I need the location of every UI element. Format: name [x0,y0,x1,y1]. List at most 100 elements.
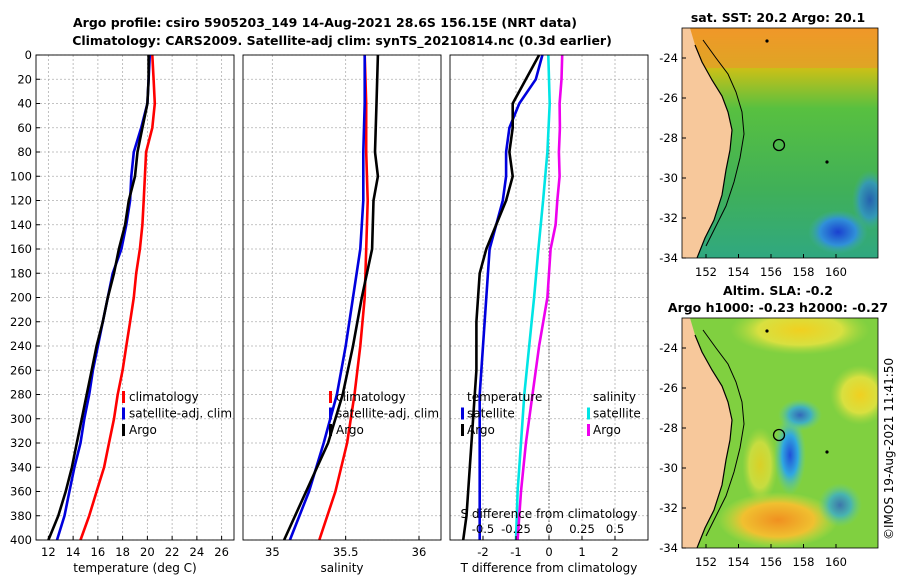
legend-swatch [587,407,590,420]
x-tick-label: -1 [510,545,521,559]
x-tick-label: 35 [265,545,280,559]
x-tick-label: 36 [412,545,427,559]
map-y-tick-label: -24 [659,341,678,355]
map-x-tick-label: 156 [760,555,782,569]
x-axis-label: T difference from climatology [460,561,638,575]
sla-land [682,318,732,548]
sst-warm-band [682,28,878,68]
series-argo [282,54,380,541]
legend-label: satellite [467,407,515,421]
figure-title-line1: Argo profile: csiro 5905203_149 14-Aug-2… [73,15,577,31]
sst-map-title: sat. SST: 20.2 Argo: 20.1 [691,10,865,25]
map-y-tick-label: -26 [659,381,678,395]
x2-tick-label: -0.25 [501,522,531,536]
y-tick-label: 360 [10,485,32,499]
legend-label: salinity [593,390,636,404]
x-tick-label: 24 [190,545,205,559]
salinity-panel: 35 35.5 36 salinity climatology satellite-adj… [242,54,442,575]
map-x-tick-label: 156 [760,265,782,279]
sla-depth-contour [702,329,745,537]
y-tick-label: 300 [10,412,32,426]
map-y-tick-label: -34 [659,251,678,265]
y-tick-label: 380 [10,509,32,523]
y-tick-label: 20 [17,72,32,86]
series-temperature-argo [461,54,541,541]
map-x-tick-label: 152 [695,265,717,279]
map-y-tick-label: -32 [659,501,678,515]
y-tick-label: 100 [10,169,32,183]
map-y-tick-label: -28 [659,131,678,145]
sla-low-eddy [774,415,806,495]
map-x-tick-label: 158 [793,265,815,279]
sla-map-title-line1: Altim. SLA: -0.2 [723,283,833,298]
x2-axis-label: S difference from climatology [461,507,638,521]
series-satellite-adj-clim [288,55,367,541]
sst-float-dot [765,39,769,43]
sla-high-west [742,427,778,503]
y-tick-label: 240 [10,339,32,353]
difference-panel: -2 -1 0 1 2 T difference from climatology temp… [449,54,649,575]
sla-map: Altim. SLA: -0.2 Argo h1000: -0.23 h2000… [659,283,888,569]
y-tick-label: 180 [10,266,32,280]
series-salinity-satellite [514,54,552,541]
y-tick-label: 0 [25,48,32,62]
sst-coastline [694,44,733,258]
sla-float-dot [825,450,829,454]
y-tick-label: 400 [10,533,32,547]
x-tick-label: 22 [165,545,180,559]
x-tick-label: 1 [578,545,585,559]
map-x-tick-label: 154 [728,265,750,279]
y-tick-label: 140 [10,218,32,232]
plot-frame [242,54,442,541]
legend-swatch [122,407,125,420]
legend-swatch [587,424,590,436]
sst-depth-contour [702,39,745,247]
x2-tick-label: 0.5 [606,522,624,536]
legend-label: Argo [467,423,495,437]
x-tick-label: 12 [41,545,56,559]
figure-title-line2: Climatology: CARS2009. Satellite-adj cli… [72,33,612,49]
y-tick-label: 260 [10,363,32,377]
x-tick-label: 18 [115,545,130,559]
map-y-tick-label: -28 [659,421,678,435]
sst-cold-patch [808,210,868,254]
legend-swatch [329,407,332,420]
y-tick-label: 60 [17,121,32,135]
x2-tick-label: 0.25 [569,522,595,536]
y-tick-label: 40 [17,97,32,111]
series-salinity-argo [516,54,564,541]
sst-map: sat. SST: 20.2 Argo: 20.1 152 154 156 158 16… [659,10,879,279]
series-climatology [318,54,370,541]
legend-swatch [329,391,332,403]
sla-low-southeast [818,483,862,527]
sla-high-south [718,492,838,548]
sla-map-frame [681,317,879,549]
legend-label: Argo [336,423,364,437]
legend-label: satellite-adj. clim [336,407,439,421]
y-tick-label: 120 [10,194,32,208]
legend-swatch [461,407,464,420]
legend-swatch [122,424,125,436]
sla-high-north [730,318,870,355]
sst-map-axes: 152 154 156 158 160 -24 -26 -28 -30 -32 -34 [659,51,847,279]
x-tick-label: 26 [214,545,229,559]
x-tick-label: 2 [611,545,618,559]
temperature-panel: 12 14 16 18 20 22 24 26 temperature (deg C) 0 20 40… [10,48,235,575]
sla-low-eddy-north [778,399,822,431]
map-x-tick-label: 160 [825,555,847,569]
x-tick-label: 35.5 [333,545,359,559]
legend-label: climatology [129,390,199,404]
sst-argo-marker [772,138,786,152]
legend-label: satellite-adj. clim [129,407,232,421]
legend-swatch [461,424,464,436]
y-tick-label: 280 [10,388,32,402]
map-x-tick-label: 160 [825,265,847,279]
sst-land [682,28,732,258]
y-tick-label: 220 [10,315,32,329]
map-y-tick-label: -26 [659,91,678,105]
map-y-tick-label: -32 [659,211,678,225]
x2-tick-label: -0.5 [472,522,494,536]
map-y-tick-label: -24 [659,51,678,65]
imos-watermark: ©IMOS 19-Aug-2021 11:41:50 [882,358,896,540]
sla-coastline [694,334,733,548]
